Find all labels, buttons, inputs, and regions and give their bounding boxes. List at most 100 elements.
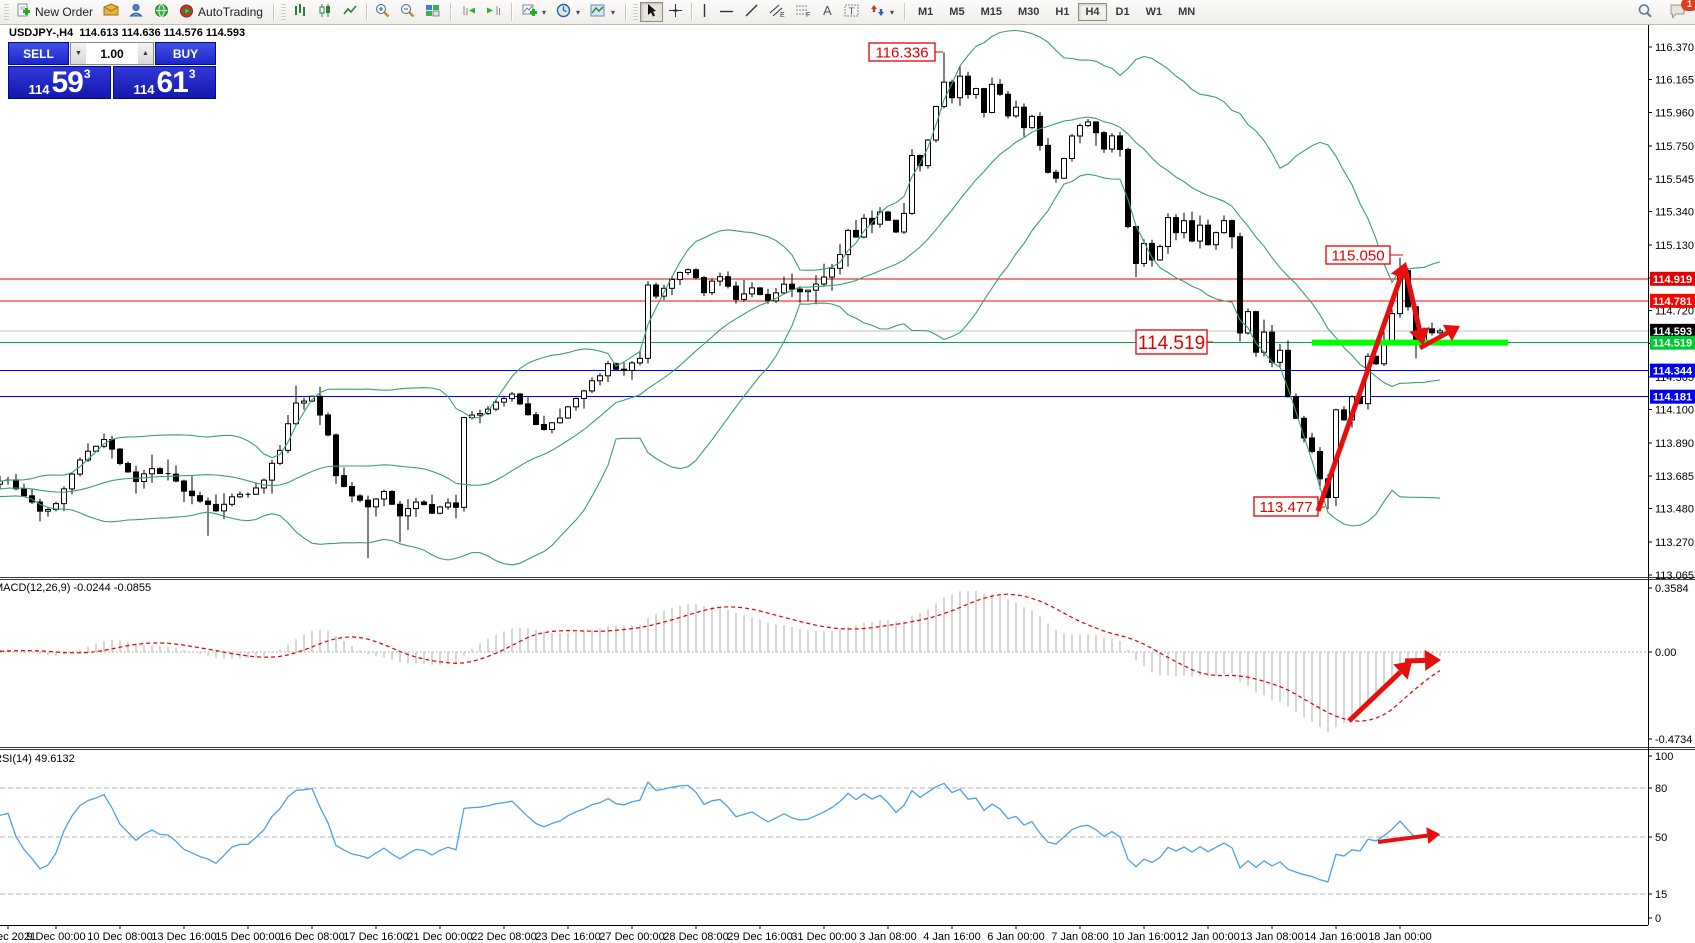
fibonacci-tool-button[interactable]: F <box>790 2 816 22</box>
volume-stepper: ▼ 1.00 ▲ <box>70 42 154 65</box>
trendline-tool-button[interactable] <box>739 2 764 22</box>
periods-button[interactable]: ▾ <box>551 2 585 22</box>
toolbar-drag-handle[interactable] <box>633 4 638 20</box>
bar-chart-button[interactable] <box>288 2 313 22</box>
tf-button-W1[interactable]: W1 <box>1139 3 1170 21</box>
zoom-in-button[interactable] <box>370 2 395 22</box>
rsi-pane <box>0 780 1648 895</box>
annotation-label-116.336 <box>868 42 936 62</box>
sell-price-display[interactable]: 114 59 3 <box>8 66 111 99</box>
svg-text:29 Dec 16:00: 29 Dec 16:00 <box>727 931 792 943</box>
svg-text:115.340: 115.340 <box>1655 207 1694 219</box>
horizontal-line-objects[interactable] <box>0 278 1648 398</box>
templates-button[interactable]: ▾ <box>585 2 620 22</box>
news-button[interactable] <box>149 2 174 22</box>
notification-badge[interactable]: 1 <box>1681 0 1695 11</box>
trend-arrow[interactable] <box>1315 276 1404 512</box>
search-button[interactable] <box>1632 2 1658 22</box>
text-tool-button[interactable]: A <box>816 2 839 22</box>
chart-shift-icon <box>486 3 501 21</box>
trend-arrow[interactable] <box>1404 657 1426 664</box>
autotrading-button[interactable]: AutoTrading <box>174 2 268 22</box>
trend-arrow-head <box>1426 827 1440 844</box>
trend-arrow[interactable] <box>1418 330 1449 350</box>
vertical-line-icon <box>700 3 709 21</box>
buy-price-display[interactable]: 114 61 3 <box>113 66 216 99</box>
tf-button-M5[interactable]: M5 <box>942 3 971 21</box>
crosshair-tool-button[interactable] <box>663 2 688 22</box>
auto-scroll-icon <box>461 3 476 21</box>
channel-tool-button[interactable]: E <box>764 2 790 22</box>
chevron-down-icon: ▾ <box>890 7 895 17</box>
tf-button-M1[interactable]: M1 <box>911 3 940 21</box>
price-axis[interactable]: 116.370 116.165 115.960 115.750 115.545 115.3… <box>0 24 1695 926</box>
text-label-tool-button[interactable]: T <box>839 2 865 22</box>
tf-button-H4[interactable]: H4 <box>1078 3 1107 21</box>
svg-text:13 Jan 08:00: 13 Jan 08:00 <box>1240 931 1304 943</box>
equidistant-channel-icon: E <box>769 3 785 21</box>
autotrading-icon <box>179 3 194 21</box>
svg-text:12 Jan 00:00: 12 Jan 00:00 <box>1176 931 1240 943</box>
clock-icon <box>556 3 571 21</box>
new-order-button[interactable]: New Order <box>11 2 98 22</box>
price-badge-114.593 <box>1650 323 1695 338</box>
vertical-line-tool-button[interactable] <box>695 2 714 22</box>
chart-canvas[interactable]: 116.370 116.165 115.960 115.750 115.545 115.3… <box>0 24 1695 943</box>
svg-text:23 Dec 16:00: 23 Dec 16:00 <box>535 931 600 943</box>
mail-button[interactable] <box>98 2 124 22</box>
community-button[interactable] <box>124 2 149 22</box>
candlestick-chart-button[interactable] <box>313 2 338 22</box>
svg-text:3 Jan 08:00: 3 Jan 08:00 <box>859 931 917 943</box>
svg-text:114.181: 114.181 <box>1653 392 1692 404</box>
svg-text:22 Dec 08:00: 22 Dec 08:00 <box>471 931 536 943</box>
new-chart-button[interactable]: ▾ <box>517 2 551 22</box>
toolbar-drag-handle[interactable] <box>280 4 286 20</box>
svg-text:6 Jan 00:00: 6 Jan 00:00 <box>987 931 1045 943</box>
text-label-icon: T <box>844 3 860 21</box>
svg-text:114.100: 114.100 <box>1655 405 1694 417</box>
zoom-out-button[interactable] <box>395 2 420 22</box>
trend-arrow-head <box>1393 661 1412 680</box>
buy-button[interactable]: BUY <box>155 42 216 65</box>
svg-text:18 Jan 00:00: 18 Jan 00:00 <box>1368 931 1432 943</box>
line-chart-button[interactable] <box>338 2 363 22</box>
toolbar-drag-handle[interactable] <box>4 4 9 20</box>
svg-text:113.480: 113.480 <box>1655 504 1694 516</box>
tile-windows-button[interactable] <box>420 2 445 22</box>
line-chart-icon <box>343 3 358 21</box>
svg-text:114.919: 114.919 <box>1653 274 1692 286</box>
auto-scroll-button[interactable] <box>456 2 481 22</box>
svg-text:113.065: 113.065 <box>1655 570 1694 582</box>
sell-button[interactable]: SELL <box>8 42 69 65</box>
cursor-tool-button[interactable] <box>640 2 663 22</box>
tf-button-H1[interactable]: H1 <box>1048 3 1076 21</box>
tf-button-M15[interactable]: M15 <box>974 3 1009 21</box>
volume-down-button[interactable]: ▼ <box>71 43 86 64</box>
candles-layer <box>0 52 1443 559</box>
svg-text:80: 80 <box>1655 783 1667 795</box>
sell-price-figure: 114 <box>28 82 50 97</box>
sell-price-point: 3 <box>83 67 91 81</box>
price-badge-114.919 <box>1650 271 1695 286</box>
volume-value[interactable]: 1.00 <box>100 46 124 61</box>
trend-arrow[interactable] <box>1347 670 1403 723</box>
trend-arrow[interactable] <box>1377 833 1428 844</box>
timeframe-group: M1 M5 M15 M30 H1 H4 D1 W1 MN <box>908 0 1205 24</box>
chart-shift-button[interactable] <box>481 2 506 22</box>
fibonacci-icon: F <box>795 3 811 21</box>
sell-price-pips: 59 <box>51 66 83 99</box>
horizontal-line-tool-button[interactable] <box>714 2 739 22</box>
arrows-tool-button[interactable]: ▾ <box>865 2 899 22</box>
volume-up-button[interactable]: ▲ <box>138 43 153 64</box>
trend-arrow-head <box>1424 649 1441 671</box>
chart-annotations[interactable]: 116.336 115.050 114.519 113.477 <box>868 42 1460 844</box>
horizontal-line-icon <box>719 5 734 19</box>
tf-button-MN[interactable]: MN <box>1171 3 1202 21</box>
svg-text:31 Dec 00:00: 31 Dec 00:00 <box>791 931 856 943</box>
trendline-icon <box>744 3 759 21</box>
tf-button-M30[interactable]: M30 <box>1011 3 1046 21</box>
trend-arrow[interactable] <box>1402 266 1422 330</box>
tf-button-D1[interactable]: D1 <box>1109 3 1137 21</box>
